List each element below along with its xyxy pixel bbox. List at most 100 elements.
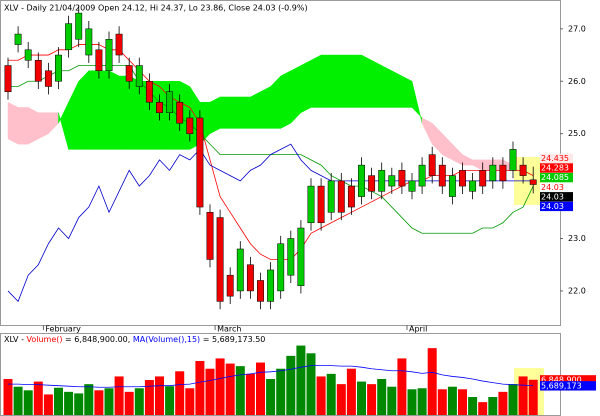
volume-title-part: Volume() (27, 335, 63, 344)
volume-bar (377, 379, 387, 415)
volume-bar (215, 358, 225, 415)
candle-body (206, 212, 214, 260)
candle-body (277, 243, 285, 292)
cloud-segment (391, 70, 403, 108)
cloud-segment (219, 96, 231, 129)
cloud-segment (341, 54, 352, 108)
volume-bar (276, 368, 286, 415)
volume-bar (417, 388, 427, 415)
candle-body (529, 179, 537, 185)
volume-bar (508, 384, 518, 415)
y-tick-label: 26.0 (568, 77, 586, 86)
y-tick-label: 23.0 (568, 234, 586, 243)
volume-bar (74, 393, 84, 415)
volume-bar (387, 386, 397, 415)
volume-bar (84, 384, 94, 415)
candle-body (499, 164, 507, 182)
volume-bar (286, 355, 296, 415)
volume-bar (104, 388, 114, 415)
candle-body (34, 60, 42, 82)
cloud-segment (78, 70, 90, 150)
price-tag (540, 201, 573, 212)
cloud-segment (280, 70, 292, 129)
candle-body (388, 175, 396, 187)
candle-body (479, 170, 487, 187)
volume-bar (478, 402, 488, 415)
candle-layer (4, 5, 537, 310)
candle-body (358, 164, 365, 197)
volume-bar (245, 373, 255, 415)
price-tag-label: 24.03 (541, 192, 564, 201)
cloud-segment (401, 75, 413, 108)
candle-body (317, 185, 325, 224)
y-tick-label: 25.0 (568, 129, 586, 138)
volume-bar (518, 376, 528, 415)
cloud-segment (310, 54, 322, 108)
candle-body (85, 28, 93, 56)
cloud-segment (320, 54, 332, 108)
volume-bar (427, 348, 437, 415)
price-tag-label: 24.03 (541, 183, 564, 192)
volume-title-part: XLV - (4, 335, 27, 344)
price-tag (540, 153, 573, 164)
cloud-segment (88, 70, 100, 150)
candle-body (176, 101, 184, 124)
cloud-segment (118, 75, 130, 150)
candle-body (75, 12, 83, 40)
volume-bar (256, 362, 265, 415)
volume-tag (540, 375, 596, 385)
volume-bar (43, 394, 53, 415)
candle-body (216, 217, 224, 302)
axis-layer: 22.0 23.0 25.0 26.0 27.0 February March April 24… (42, 24, 586, 334)
volume-tag (540, 381, 596, 391)
volume-bar (528, 379, 538, 415)
x-tick-label: February (45, 325, 81, 334)
volume-bar (306, 353, 316, 415)
volume-bar (437, 389, 447, 415)
candle-body (368, 175, 376, 192)
candle-body (327, 180, 335, 213)
volume-bar (205, 368, 215, 415)
cloud-segment (351, 54, 362, 108)
volume-title: XLV - Volume() = 6,848,900.00, MA(Volume… (4, 335, 265, 344)
candle-body (519, 164, 527, 176)
candle-body (509, 149, 517, 171)
candle-body (125, 65, 133, 82)
cloud-segment (128, 75, 140, 150)
x-tick-label: March (217, 325, 241, 334)
candle-body (14, 33, 22, 45)
volume-bar (397, 358, 407, 415)
candle-body (115, 33, 123, 56)
volume-bar (316, 376, 326, 415)
volume-ma-line (8, 365, 534, 388)
candle-body (297, 227, 305, 286)
volume-bar (266, 379, 276, 415)
candle-body (196, 117, 204, 208)
volume-bar (357, 381, 366, 415)
volume-bar (124, 391, 134, 415)
cloud-segment (361, 54, 372, 108)
volume-bar (346, 368, 356, 415)
volume-title-part: = 5,689,173.50 (200, 335, 265, 344)
volume-bar (235, 366, 245, 415)
volume-bar (64, 391, 74, 415)
volume-bar (225, 363, 235, 415)
candle-body (489, 164, 497, 182)
price-tag-label: 24.283 (541, 164, 569, 173)
candle-body (135, 65, 143, 87)
y-tick-label: 27.0 (568, 24, 586, 33)
volume-bar (458, 389, 467, 415)
volume-bar (114, 376, 124, 415)
volume-tag-label: 6,848,900 (541, 375, 582, 384)
candle-body (186, 117, 194, 134)
price-tag-label: 24.435 (541, 154, 569, 163)
candle-body (44, 70, 52, 87)
volume-title-part: MA(Volume(),15) (133, 335, 200, 344)
volume-bar (498, 391, 508, 415)
candle-body (448, 175, 456, 197)
cloud-segment (330, 54, 342, 108)
candle-body (246, 264, 254, 292)
cloud-segment (371, 59, 382, 108)
candle-body (4, 65, 12, 92)
